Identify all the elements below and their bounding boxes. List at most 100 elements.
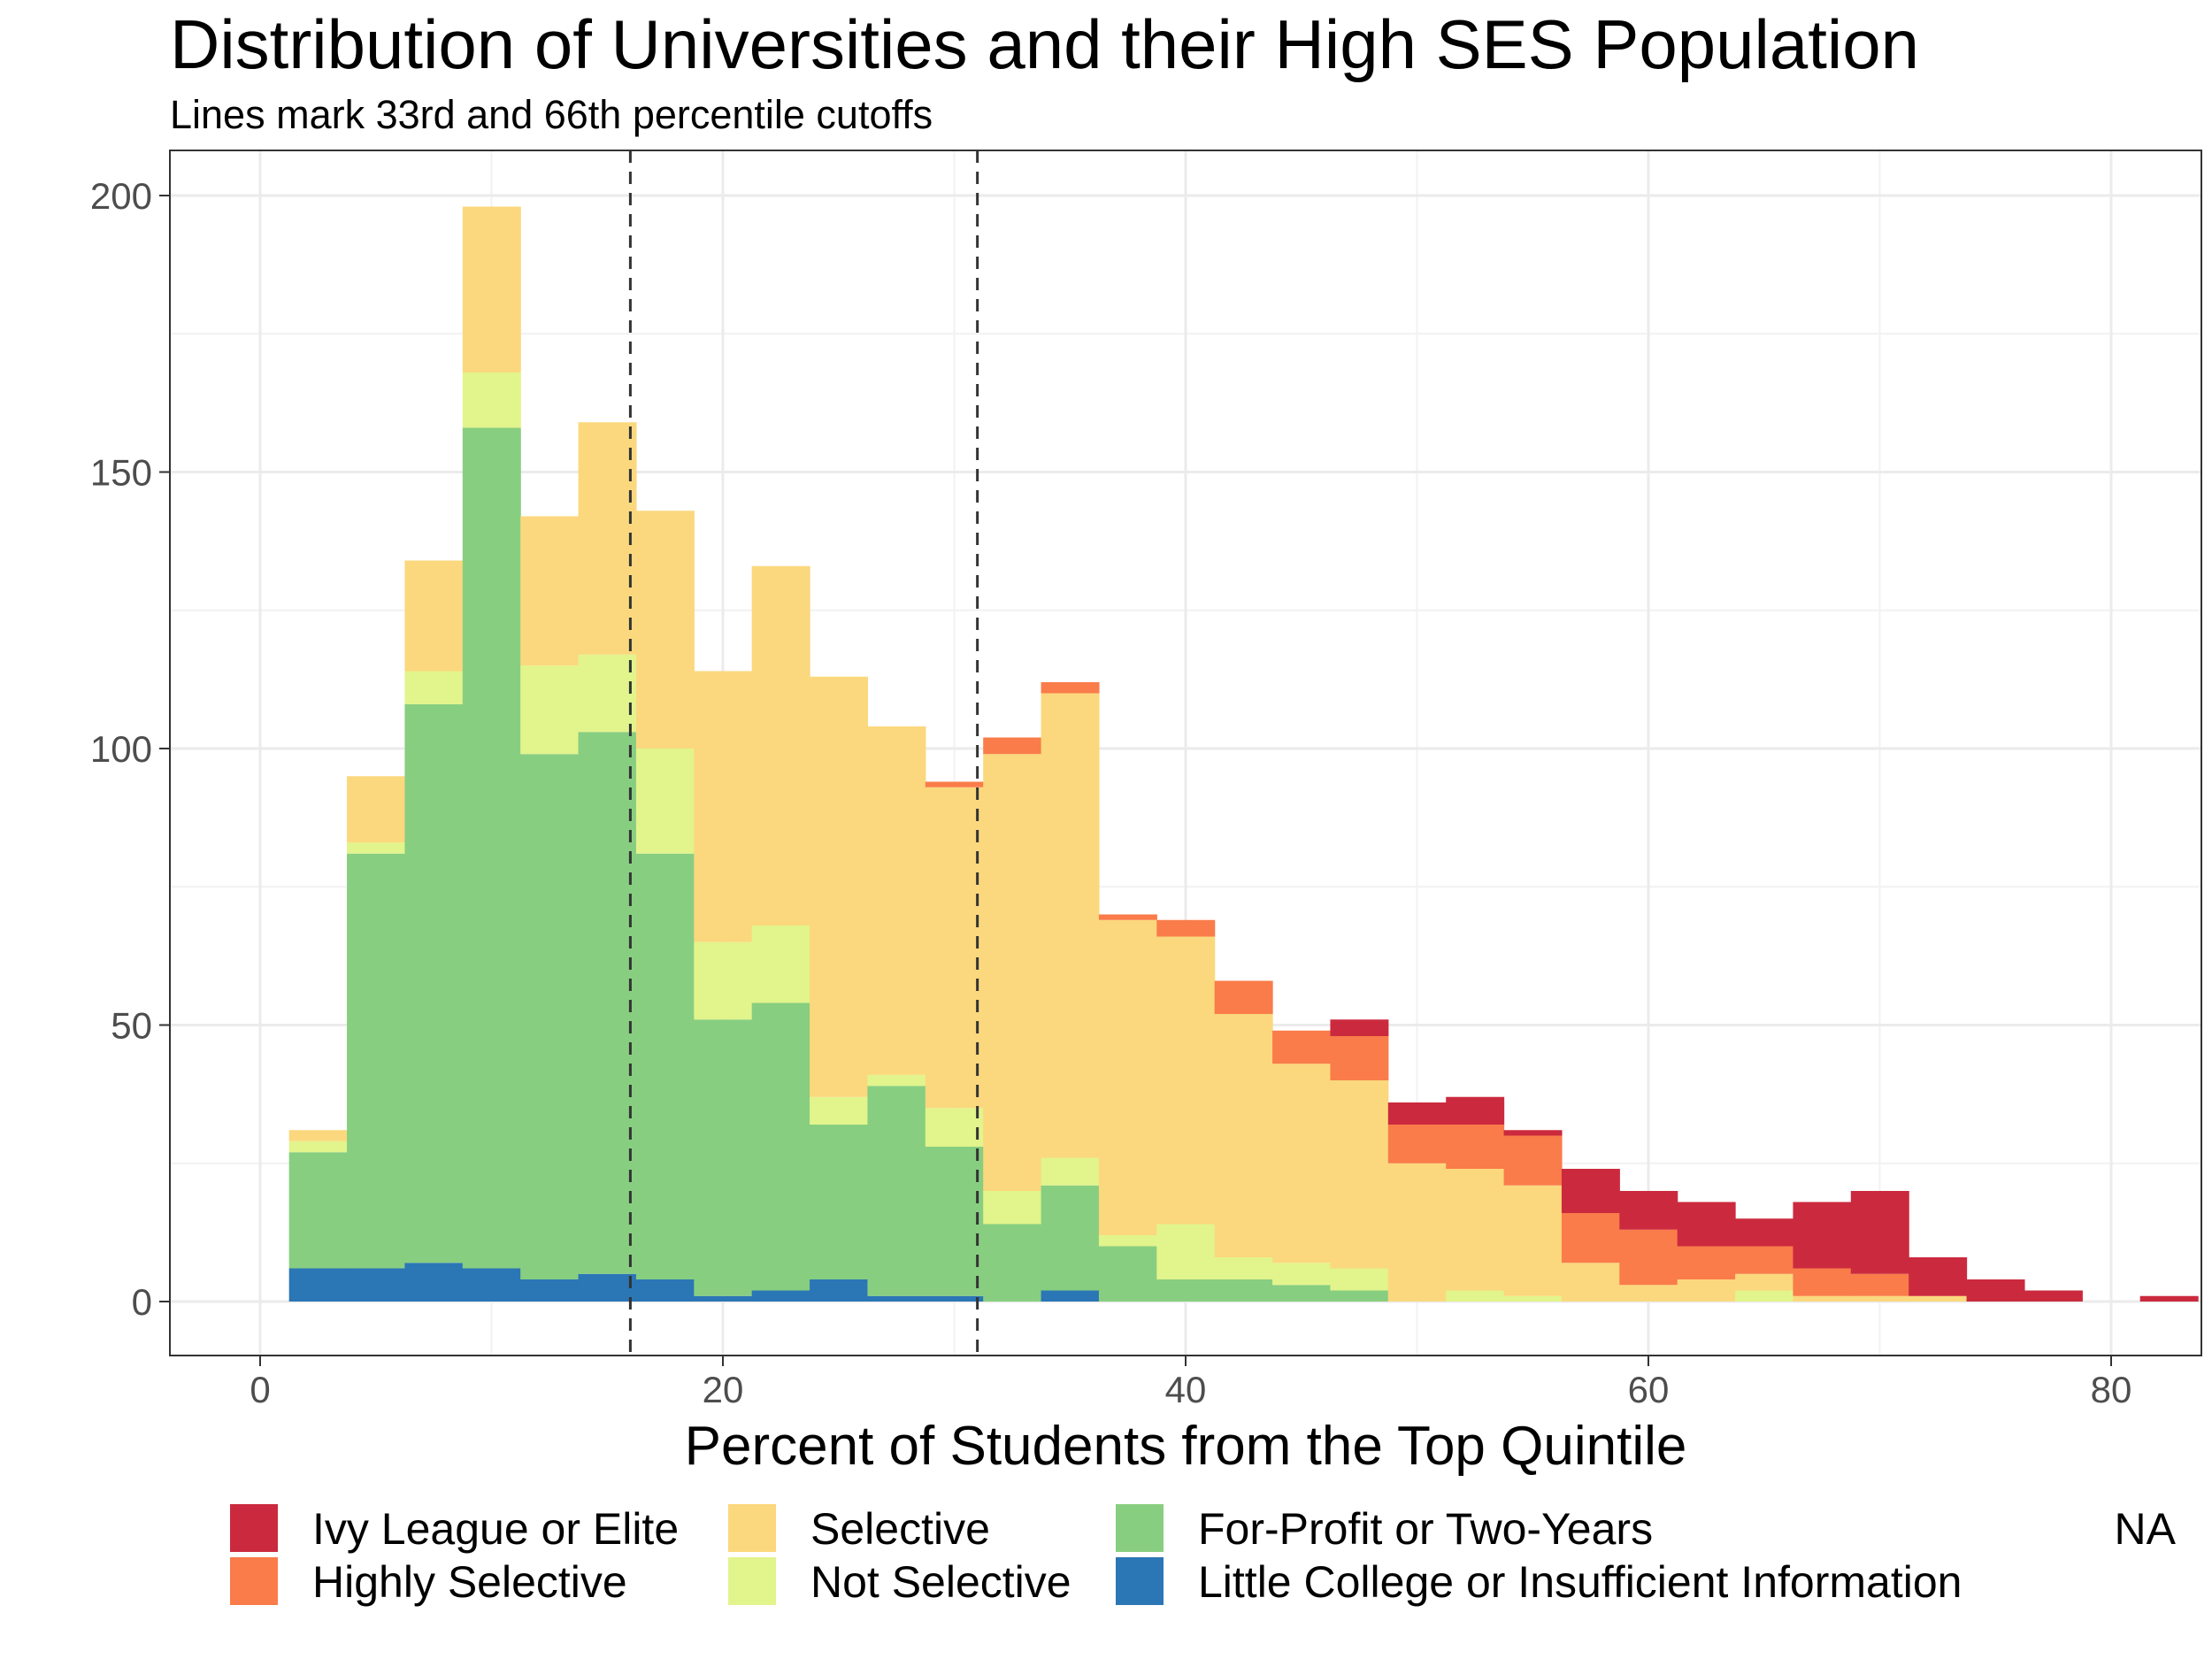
bar-segment	[462, 206, 521, 373]
bar-segment	[1272, 1285, 1332, 1302]
bar-segment	[578, 1273, 637, 1302]
bar-segment	[1503, 1130, 1563, 1136]
bar-segment	[1446, 1290, 1505, 1302]
chart-title: Distribution of Universities and their H…	[170, 5, 1919, 83]
bar-segment	[1619, 1191, 1678, 1230]
bar-segment	[1041, 693, 1100, 1158]
legend-na-label: NA	[2115, 1504, 2177, 1554]
bar-segment	[1214, 1279, 1273, 1302]
bar-segment	[867, 1295, 926, 1302]
bar-segment	[2024, 1290, 2083, 1302]
bar-segment	[751, 565, 810, 926]
legend-label: Ivy League or Elite	[312, 1504, 679, 1554]
bar-segment	[578, 654, 637, 733]
bar-segment	[1909, 1257, 1968, 1296]
bar-segment	[1793, 1268, 1852, 1296]
bar-segment	[1503, 1185, 1563, 1296]
histogram-bars	[288, 206, 2199, 1302]
bar-segment	[1156, 919, 1216, 937]
bar-segment	[867, 1074, 926, 1087]
bar-segment	[1446, 1096, 1505, 1125]
bar-segment	[983, 754, 1042, 1191]
bar-segment	[1214, 1014, 1273, 1257]
bar-segment	[288, 1130, 348, 1141]
legend-label: Selective	[810, 1504, 990, 1554]
bar-segment	[925, 781, 984, 787]
chart-subtitle: Lines mark 33rd and 66th percentile cuto…	[170, 92, 933, 137]
bar-segment	[1156, 936, 1216, 1225]
legend-label: Highly Selective	[312, 1557, 627, 1607]
bar-segment	[462, 373, 521, 428]
bar-segment	[1446, 1125, 1505, 1169]
bar-segment	[1214, 980, 1273, 1014]
bar-segment	[520, 1279, 580, 1302]
bar-segment	[1793, 1202, 1852, 1269]
bar-segment	[1272, 1030, 1332, 1064]
bar-segment	[1909, 1295, 1968, 1302]
legend-label: For-Profit or Two-Years	[1198, 1504, 1653, 1554]
bar-segment	[347, 776, 406, 843]
bar-segment	[520, 754, 580, 1279]
bar-segment	[1503, 1295, 1563, 1302]
bar-segment	[1272, 1263, 1332, 1286]
bar-segment	[404, 704, 464, 1263]
bar-segment	[520, 516, 580, 666]
bar-segment	[983, 737, 1042, 755]
legend-key	[1116, 1504, 1164, 1552]
bar-segment	[347, 842, 406, 854]
bar-segment	[635, 511, 695, 749]
bar-segment	[1387, 1125, 1447, 1164]
bar-segment	[2139, 1295, 2199, 1302]
bar-segment	[404, 560, 464, 672]
bar-segment	[867, 726, 926, 1075]
bar-segment	[1561, 1169, 1620, 1213]
bar-segment	[810, 676, 869, 1097]
bar-segment	[635, 749, 695, 854]
x-axis-label: Percent of Students from the Top Quintil…	[685, 1416, 1687, 1477]
bar-segment	[694, 671, 753, 942]
bar-segment	[1446, 1169, 1505, 1291]
bar-segment	[1330, 1268, 1389, 1291]
bar-segment	[288, 1268, 348, 1302]
bar-segment	[347, 1268, 406, 1302]
bar-segment	[1677, 1202, 1736, 1247]
bar-segment	[751, 1002, 810, 1291]
bar-segment	[635, 853, 695, 1279]
bar-segment	[1503, 1135, 1563, 1186]
bar-segment	[404, 671, 464, 704]
x-tick-label: 60	[1628, 1369, 1670, 1410]
bar-segment	[1619, 1285, 1678, 1302]
legend-key	[728, 1504, 776, 1552]
bar-segment	[578, 732, 637, 1274]
bar-segment	[810, 1125, 869, 1279]
bar-segment	[810, 1096, 869, 1125]
bar-segment	[694, 941, 753, 1020]
legend-key	[728, 1557, 776, 1605]
y-axis: 0 50 100 150 200	[90, 175, 170, 1323]
bar-segment	[1850, 1273, 1909, 1296]
bar-segment	[867, 1086, 926, 1296]
bar-segment	[1098, 1246, 1157, 1302]
x-tick-label: 20	[703, 1369, 744, 1410]
bar-segment	[1561, 1263, 1620, 1302]
bar-segment	[1272, 1064, 1332, 1263]
legend-key	[230, 1504, 278, 1552]
bar-segment	[288, 1152, 348, 1269]
bar-segment	[1793, 1295, 1852, 1302]
bar-segment	[1677, 1246, 1736, 1279]
bar-segment	[1735, 1273, 1794, 1291]
plot-panel	[169, 150, 2202, 1356]
bar-segment	[1966, 1279, 2025, 1302]
y-tick-label: 200	[90, 175, 152, 217]
bar-segment	[1214, 1257, 1273, 1279]
bar-segment	[694, 1295, 753, 1302]
bar-segment	[1387, 1102, 1447, 1125]
bar-segment	[925, 1295, 984, 1302]
y-tick-label: 0	[132, 1281, 152, 1323]
bar-segment	[983, 1191, 1042, 1225]
bar-segment	[1850, 1191, 1909, 1274]
bar-segment	[1850, 1295, 1909, 1302]
bar-segment	[1735, 1290, 1794, 1302]
